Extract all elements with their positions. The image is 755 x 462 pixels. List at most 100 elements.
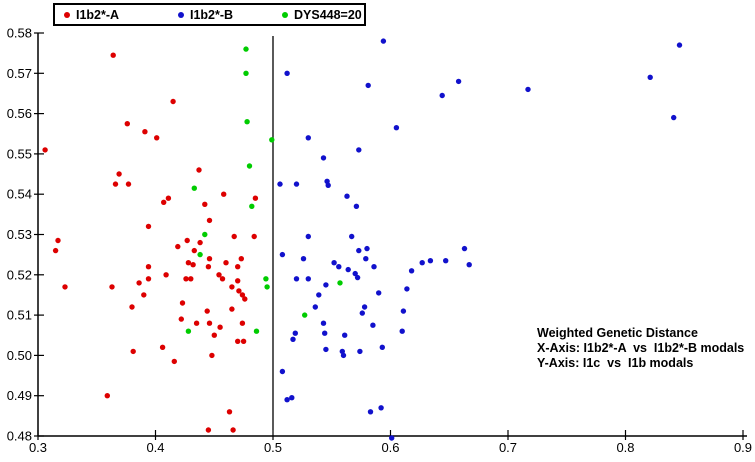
legend-item-dys448: DYS448=20 bbox=[282, 5, 362, 24]
data-point-series-0 bbox=[191, 247, 197, 254]
data-point-series-0 bbox=[221, 191, 227, 197]
y-tick-label: 0.48 bbox=[7, 429, 32, 444]
annotation-xaxis-note: X-Axis: I1b2*-A vs I1b2*-B modals bbox=[537, 341, 745, 355]
data-point-series-1 bbox=[671, 114, 677, 121]
data-point-series-1 bbox=[305, 276, 311, 282]
y-tick-label: 0.58 bbox=[7, 26, 32, 41]
data-point-series-0 bbox=[229, 284, 235, 290]
data-point-series-0 bbox=[205, 427, 212, 433]
data-point-series-0 bbox=[154, 135, 160, 141]
legend-item-i1b2b: I1b2*-B bbox=[178, 5, 233, 24]
legend-label-dys448: DYS448=20 bbox=[294, 7, 362, 22]
legend-label-i1b2a: I1b2*-A bbox=[76, 7, 120, 22]
data-point-series-0 bbox=[251, 233, 257, 240]
x-tick-label: 0.9 bbox=[734, 440, 752, 455]
data-point-series-0 bbox=[242, 296, 248, 302]
data-point-series-1 bbox=[647, 74, 653, 81]
data-point-series-0 bbox=[52, 247, 59, 254]
data-point-series-1 bbox=[389, 435, 395, 441]
data-point-series-0 bbox=[219, 276, 226, 282]
y-tick-label: 0.51 bbox=[7, 308, 32, 323]
data-point-series-1 bbox=[439, 92, 445, 99]
data-point-series-0 bbox=[235, 338, 241, 344]
data-point-series-1 bbox=[379, 344, 385, 350]
data-point-series-0 bbox=[238, 256, 244, 262]
data-point-series-2 bbox=[197, 251, 203, 258]
annotation-title: Weighted Genetic Distance bbox=[537, 326, 698, 340]
data-point-series-0 bbox=[206, 256, 213, 262]
data-point-series-1 bbox=[331, 260, 337, 266]
data-point-series-1 bbox=[293, 276, 300, 282]
data-point-series-0 bbox=[170, 98, 176, 105]
data-point-series-1 bbox=[380, 38, 387, 44]
data-point-series-0 bbox=[141, 292, 147, 298]
legend-item-i1b2a: I1b2*-A bbox=[64, 5, 119, 24]
y-tick-label: 0.54 bbox=[7, 187, 32, 202]
y-tick-label: 0.52 bbox=[7, 267, 32, 282]
data-point-series-1 bbox=[293, 181, 300, 187]
data-point-series-0 bbox=[161, 199, 167, 205]
data-point-series-0 bbox=[188, 276, 194, 282]
data-point-series-1 bbox=[342, 332, 348, 338]
data-point-series-0 bbox=[229, 306, 235, 312]
data-point-series-0 bbox=[110, 52, 116, 58]
data-point-series-1 bbox=[378, 405, 384, 411]
data-point-series-1 bbox=[365, 82, 371, 89]
data-point-series-1 bbox=[323, 346, 329, 353]
data-point-series-1 bbox=[427, 258, 434, 264]
data-point-series-1 bbox=[305, 233, 311, 240]
data-point-series-0 bbox=[193, 320, 200, 326]
data-point-series-0 bbox=[165, 195, 172, 201]
data-point-series-2 bbox=[202, 231, 208, 238]
data-point-series-0 bbox=[239, 320, 246, 326]
data-point-series-1 bbox=[340, 352, 347, 359]
data-point-series-0 bbox=[202, 201, 208, 207]
data-point-series-1 bbox=[312, 304, 318, 310]
data-point-series-0 bbox=[216, 272, 222, 278]
data-point-series-0 bbox=[142, 129, 148, 135]
data-point-series-1 bbox=[367, 409, 374, 415]
data-point-series-0 bbox=[205, 264, 212, 270]
data-point-series-1 bbox=[279, 251, 286, 258]
data-point-series-2 bbox=[264, 284, 270, 290]
data-point-series-0 bbox=[145, 264, 152, 270]
data-point-series-1 bbox=[292, 330, 298, 336]
data-point-series-0 bbox=[223, 260, 229, 266]
data-point-series-0 bbox=[185, 260, 192, 266]
data-point-series-2 bbox=[244, 119, 250, 125]
x-tick-label: 0.6 bbox=[381, 440, 399, 455]
data-point-series-1 bbox=[320, 320, 327, 326]
data-point-series-1 bbox=[371, 264, 377, 270]
y-tick-label: 0.57 bbox=[7, 66, 32, 81]
data-point-series-0 bbox=[129, 304, 135, 310]
data-point-series-1 bbox=[676, 42, 683, 48]
data-point-series-0 bbox=[236, 288, 242, 294]
data-point-series-0 bbox=[163, 272, 169, 278]
data-point-series-0 bbox=[226, 409, 233, 415]
data-point-series-0 bbox=[171, 358, 177, 365]
data-point-series-1 bbox=[353, 203, 360, 209]
data-point-series-0 bbox=[55, 237, 61, 244]
data-point-series-1 bbox=[361, 304, 368, 310]
data-point-series-0 bbox=[252, 195, 259, 201]
data-point-series-0 bbox=[235, 278, 241, 284]
x-tick-label: 0.7 bbox=[499, 440, 517, 455]
data-point-series-2 bbox=[249, 203, 255, 209]
data-point-series-1 bbox=[323, 282, 329, 288]
y-tick-label: 0.56 bbox=[7, 106, 32, 121]
data-point-series-0 bbox=[211, 332, 217, 338]
data-point-series-2 bbox=[243, 46, 249, 52]
data-point-series-0 bbox=[179, 300, 186, 306]
data-point-series-1 bbox=[356, 147, 362, 153]
legend: I1b2*-A I1b2*-B DYS448=20 bbox=[53, 3, 366, 26]
data-point-series-1 bbox=[354, 274, 361, 281]
data-point-series-0 bbox=[130, 348, 136, 355]
data-point-series-1 bbox=[364, 245, 370, 252]
x-tick-label: 0.5 bbox=[264, 440, 282, 455]
data-point-series-1 bbox=[344, 193, 350, 199]
data-point-series-1 bbox=[359, 310, 365, 316]
data-point-series-0 bbox=[178, 316, 184, 322]
data-point-series-0 bbox=[136, 280, 142, 286]
data-point-series-0 bbox=[197, 239, 203, 246]
